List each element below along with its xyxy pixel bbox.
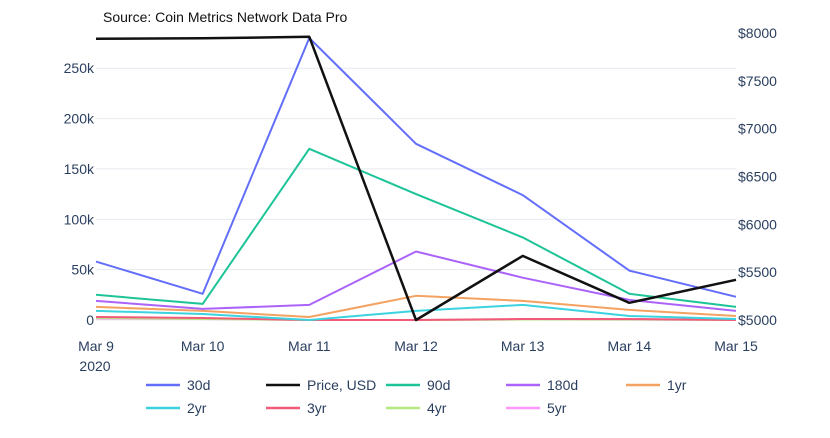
right-y-tick-label: $5000 xyxy=(738,312,777,328)
series-line-30d xyxy=(95,37,737,298)
legend-label: 4yr xyxy=(427,400,447,416)
x-tick-label: Mar 12 xyxy=(394,338,438,354)
legend-label: 1yr xyxy=(667,377,687,393)
left-y-tick-label: 50k xyxy=(71,262,95,278)
left-y-tick-label: 0 xyxy=(86,312,94,328)
left-y-tick-label: 150k xyxy=(64,161,95,177)
x-year-label: 2020 xyxy=(79,358,110,374)
legend-item[interactable]: 1yr xyxy=(626,377,687,393)
legend-label: 2yr xyxy=(187,400,207,416)
legend-item[interactable]: 4yr xyxy=(386,400,447,416)
right-y-tick-label: $8000 xyxy=(738,25,777,41)
right-y-tick-label: $6000 xyxy=(738,216,777,232)
series-line-90d xyxy=(95,147,737,308)
left-y-tick-label: 250k xyxy=(64,60,95,76)
legend-label: 180d xyxy=(547,377,578,393)
legend-item[interactable]: 180d xyxy=(506,377,578,393)
legend-label: 3yr xyxy=(307,400,327,416)
right-y-tick-label: $7000 xyxy=(738,121,777,137)
legend-label: 5yr xyxy=(547,400,567,416)
legend-label: 90d xyxy=(427,377,450,393)
legend-item[interactable]: 3yr xyxy=(266,400,327,416)
right-y-tick-label: $5500 xyxy=(738,264,777,280)
legend-label: 30d xyxy=(187,377,210,393)
x-tick-label: Mar 14 xyxy=(608,338,652,354)
series-line-180d xyxy=(95,250,737,312)
right-y-tick-label: $6500 xyxy=(738,169,777,185)
legend-label: Price, USD xyxy=(307,377,376,393)
x-axis: 2020 Mar 9 Mar 10 Mar 11 Mar 12 Mar 13 Mar 14… xyxy=(78,338,758,374)
legend[interactable]: 30d Price, USD 90d 180d 1yr 2yr 3yr 4yr 5yr xyxy=(146,377,687,416)
x-tick-label: Mar 13 xyxy=(501,338,545,354)
x-tick-label: Mar 10 xyxy=(181,338,225,354)
legend-item[interactable]: 2yr xyxy=(146,400,207,416)
series-line-1yr xyxy=(95,294,737,318)
left-y-axis: 0 50k 100k 150k 200k 250k xyxy=(64,60,95,328)
legend-item[interactable]: Price, USD xyxy=(266,377,376,393)
legend-item[interactable]: 90d xyxy=(386,377,450,393)
series-lines xyxy=(95,35,737,322)
x-tick-label: Mar 11 xyxy=(288,338,331,354)
series-line-price-usd xyxy=(95,35,737,322)
legend-item[interactable]: 30d xyxy=(146,377,210,393)
legend-item[interactable]: 5yr xyxy=(506,400,567,416)
chart-source: Source: Coin Metrics Network Data Pro xyxy=(103,9,348,25)
left-y-tick-label: 200k xyxy=(64,111,95,127)
x-tick-label: Mar 15 xyxy=(714,338,758,354)
right-y-tick-label: $7500 xyxy=(738,73,777,89)
series-line-2yr xyxy=(95,303,737,321)
x-tick-label: Mar 9 xyxy=(78,338,114,354)
left-y-tick-label: 100k xyxy=(64,211,95,227)
right-y-axis: $5000 $5500 $6000 $6500 $7000 $7500 $8000 xyxy=(738,25,777,328)
